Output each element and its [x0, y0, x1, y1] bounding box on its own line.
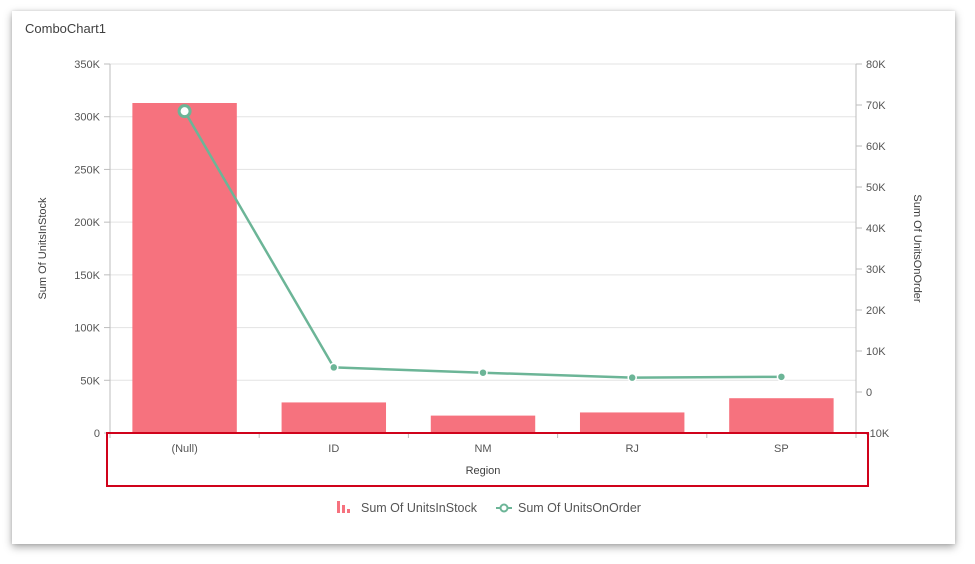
- bar[interactable]: [281, 402, 387, 433]
- legend-marker-icon: [499, 503, 509, 513]
- line-path: [183, 110, 782, 379]
- y-tick-label: 350K: [74, 59, 100, 71]
- y2-tick-label: 40K: [866, 223, 886, 235]
- y2-tick-label: 10K: [866, 346, 886, 358]
- x-tick-label: ID: [328, 443, 339, 455]
- line-point[interactable]: [776, 372, 787, 382]
- y2-tick-label: 60K: [866, 141, 886, 153]
- bar[interactable]: [430, 415, 536, 433]
- y2-tick-label: 0: [866, 387, 872, 399]
- y2-tick-label: 80K: [866, 59, 886, 71]
- y2-tick-label: -10K: [866, 428, 890, 440]
- y-tick-label: 300K: [74, 112, 100, 124]
- bar[interactable]: [132, 103, 237, 433]
- axes: 0 50K 100K 150K 200K 250K 300K 350K -10K 0 10K 20K 3…: [37, 59, 923, 487]
- legend: Sum Of UnitsInStock Sum Of UnitsOnOrder: [337, 501, 641, 515]
- bar[interactable]: [579, 412, 685, 433]
- widget-title: ComboChart1: [25, 21, 106, 36]
- y2-tick-label: 20K: [866, 305, 886, 317]
- combo-chart: 0 50K 100K 150K 200K 250K 300K 350K -10K 0 10K 20K 3…: [37, 59, 923, 515]
- y-tick-label: 150K: [74, 270, 100, 282]
- y2-tick-label: 50K: [866, 182, 886, 194]
- y2-tick-label: 70K: [866, 100, 886, 112]
- legend-label-units-on-order[interactable]: Sum Of UnitsOnOrder: [518, 501, 641, 515]
- y-axis-title: Sum Of UnitsInStock: [37, 197, 49, 300]
- y-tick-label: 200K: [74, 217, 100, 229]
- line-point[interactable]: [478, 367, 488, 378]
- y-tick-label: 0: [94, 428, 100, 440]
- line-point-highlighted[interactable]: [177, 104, 192, 119]
- x-tick-label: (Null): [171, 443, 197, 455]
- y-tick-label: 50K: [80, 375, 100, 387]
- line-point[interactable]: [329, 362, 339, 373]
- y2-tick-label: 30K: [866, 264, 886, 276]
- line-series: [177, 104, 787, 383]
- chart-widget: ComboChart1 0 50K 100K 150K 200K 250K 300K 350K…: [12, 11, 955, 544]
- region-axis-highlight-box: [106, 432, 869, 487]
- x-axis-title: Region: [466, 465, 501, 477]
- y2-axis-title: Sum Of UnitsOnOrder: [911, 194, 923, 303]
- bar-series: [132, 103, 834, 433]
- legend-label-units-in-stock[interactable]: Sum Of UnitsInStock: [361, 501, 478, 515]
- legend-bar-icon: [337, 501, 350, 513]
- bar[interactable]: [729, 398, 834, 433]
- x-tick-label: NM: [474, 443, 491, 455]
- x-tick-label: RJ: [625, 443, 638, 455]
- y-tick-label: 250K: [74, 164, 100, 176]
- y-tick-label: 100K: [74, 323, 100, 335]
- x-tick-label: SP: [774, 443, 789, 455]
- line-point[interactable]: [627, 372, 637, 383]
